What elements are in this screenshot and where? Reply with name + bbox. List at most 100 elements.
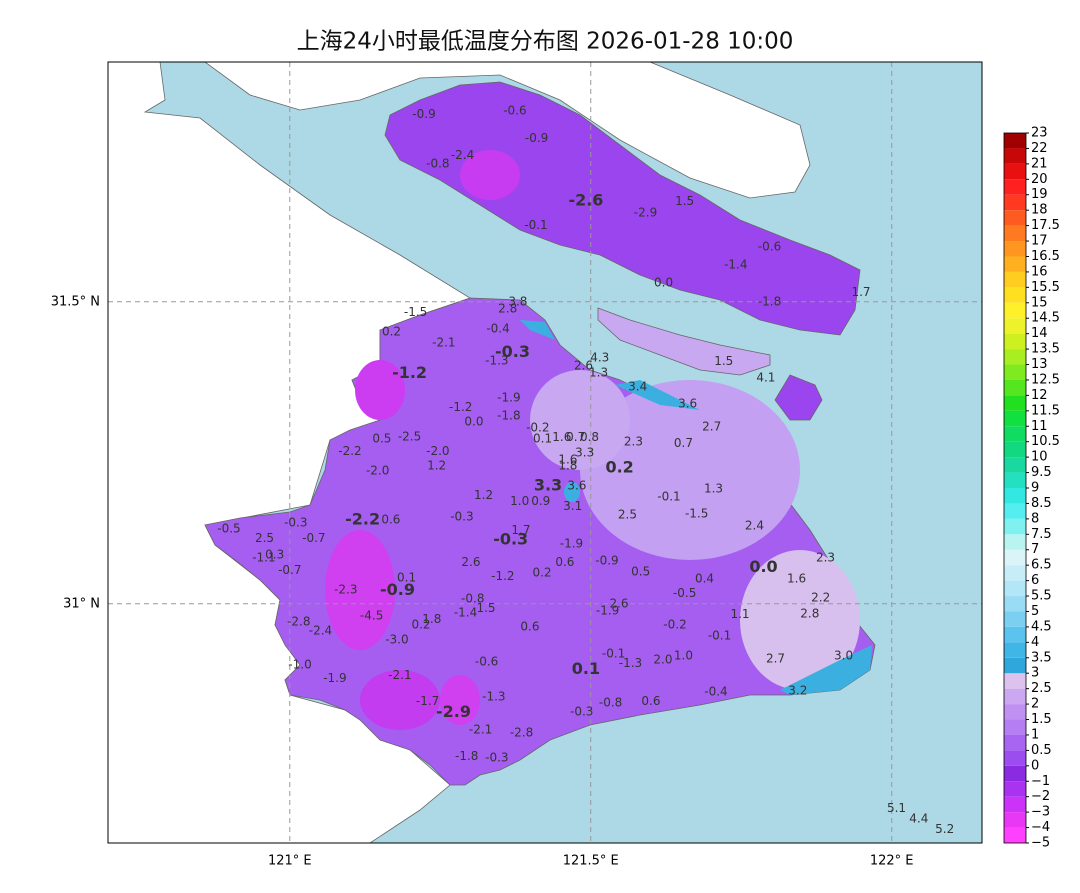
station-value: 3.6 [678,396,697,410]
colorbar-label: 13 [1031,357,1048,372]
station-value: 1.5 [476,601,495,615]
station-value: 4.3 [590,350,609,364]
station-value: -1.9 [323,671,346,685]
colorbar-segment [1004,241,1026,257]
station-value: 0.7 [566,430,585,444]
colorbar-segment [1004,518,1026,535]
station-value: -2.1 [388,668,411,682]
colorbar-label: 16.5 [1031,249,1060,264]
colorbar-segment [1004,657,1026,674]
station-value: -1.3 [619,656,642,670]
station-value: 2.5 [618,508,637,522]
station-value: -0.1 [524,218,547,232]
station-value: 1.0 [510,494,529,508]
station-value: 3.4 [628,379,647,393]
station-value: 2.6 [574,358,593,372]
colorbar-segment [1004,194,1026,211]
colorbar-segment [1004,704,1026,720]
station-value: 3.1 [563,499,582,513]
station-value: -0.1 [708,628,731,642]
station-value: -1.9 [596,604,619,618]
colorbar-segment [1004,133,1026,149]
colorbar-label: 9.5 [1031,465,1052,480]
colorbar-label: 17.5 [1031,218,1060,233]
colorbar-segment [1004,596,1026,612]
colorbar-label: 23 [1031,126,1048,141]
station-value: 0.0 [654,276,673,290]
colorbar-label: −5 [1031,836,1050,851]
station-value: 1.0 [674,648,693,662]
station-value: 1.3 [589,366,608,380]
colorbar-segment [1004,812,1026,828]
station-value: 0.2 [382,324,401,338]
colorbar-label: 8 [1031,511,1039,526]
colorbar-segment [1004,379,1026,396]
colorbar-label: 18 [1031,203,1048,218]
station-value: 1.7 [851,285,870,299]
shade [460,150,520,200]
station-value: 2.8 [800,607,819,621]
station-value: -0.5 [673,586,696,600]
colorbar-label: 4.5 [1031,619,1052,634]
station-value: 1.5 [714,354,733,368]
station-value: -0.2 [526,421,549,435]
colorbar-label: 1 [1031,727,1039,742]
station-value: -1.7 [416,694,439,708]
station-value: 0.9 [531,494,550,508]
y-tick-label: 31.5° N [51,294,100,309]
station-value: 0.0 [749,557,777,576]
station-value: -1.1 [252,550,275,564]
station-value: 0.6 [555,555,574,569]
station-value: -0.7 [302,531,325,545]
station-value: 0.1 [397,570,416,584]
station-value: 0.6 [520,619,539,633]
colorbar-label: 16 [1031,264,1048,279]
colorbar-segment [1004,364,1026,380]
station-value: 2.0 [653,652,672,666]
station-value: -4.5 [360,608,383,622]
colorbar-segment [1004,148,1026,164]
colorbar-label: 2.5 [1031,681,1052,696]
x-tick-label: 121° E [268,854,312,869]
colorbar-segment [1004,827,1026,843]
station-value: -1.3 [482,689,505,703]
station-value: -0.4 [486,321,509,335]
station-value: 1.3 [704,482,723,496]
colorbar-label: 10.5 [1031,434,1060,449]
colorbar-label: 6.5 [1031,558,1052,573]
station-value: 2.7 [702,419,721,433]
station-value: -1.5 [404,305,427,319]
station-value: 4.4 [909,811,928,825]
station-value: 0.2 [532,566,551,580]
mainland [204,297,876,786]
colorbar-label: 10 [1031,450,1048,465]
station-value: 0.7 [674,436,693,450]
colorbar-segment [1004,287,1026,303]
colorbar-segment [1004,750,1026,766]
map-frame [107,61,983,844]
station-value: 1.2 [474,488,493,502]
colorbar-label: 11.5 [1031,403,1060,418]
station-value: -1.0 [288,657,311,671]
changxing [597,307,771,376]
colorbar-label: 3 [1031,666,1039,681]
colorbar-segment [1004,503,1026,519]
station-value: 2.6 [609,596,628,610]
station-value: -0.8 [461,591,484,605]
colorbar-segment [1004,349,1026,365]
station-value: -0.8 [426,157,449,171]
station-value: 2.4 [745,518,764,532]
station-value: 1.5 [675,194,694,208]
colorbar-segment [1004,225,1026,242]
colorbar-segment [1004,626,1026,643]
station-value: 1.7 [511,523,530,537]
shading [325,320,872,730]
land [204,62,811,199]
colorbar-segment [1004,781,1026,797]
station-value: -2.8 [287,614,310,628]
colorbar-label: 2 [1031,697,1039,712]
y-tick-label: 31° N [63,596,100,611]
station-value: -2.8 [510,726,533,740]
colorbar-label: 19 [1031,187,1048,202]
